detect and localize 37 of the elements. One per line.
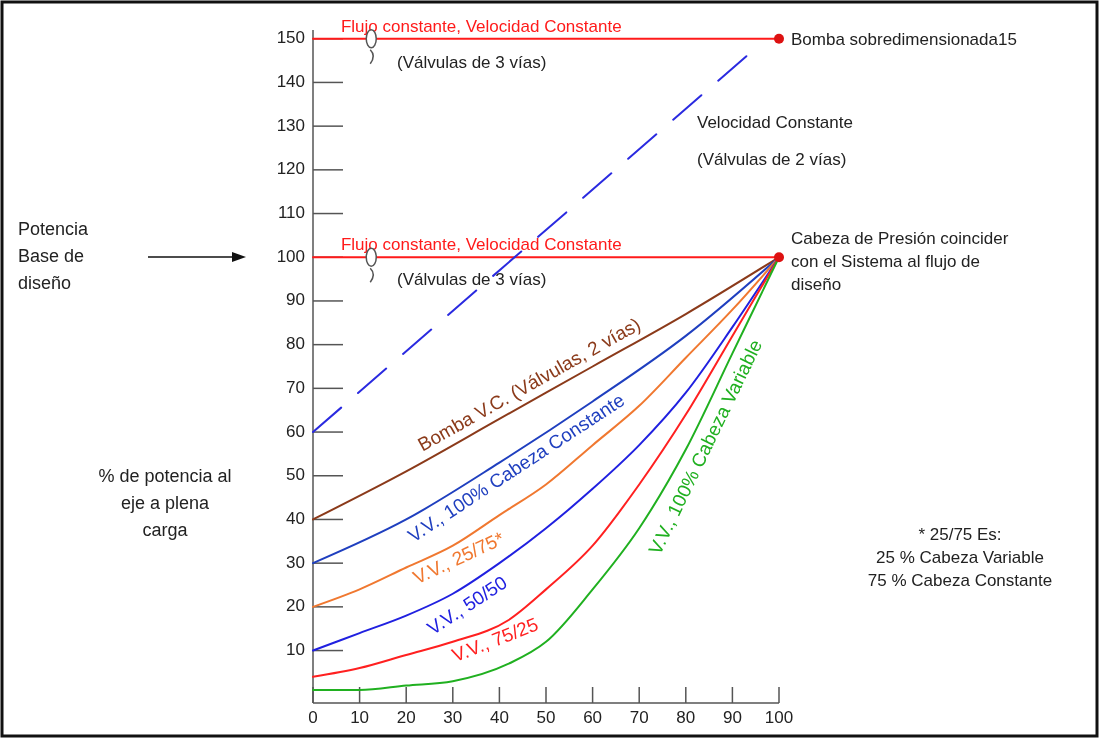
annotation: Cabeza de Presión coincider con el Sistema al flujo de diseño: [791, 229, 1009, 295]
series-label: Flujo constante, Velocidad Constante: [340, 235, 622, 255]
x-tick-label: 70: [629, 708, 649, 727]
x-tick-label: 60: [583, 708, 603, 727]
y-tick-label: 90: [286, 290, 305, 310]
text: Potencia Base de diseño: [18, 219, 90, 293]
y-tick-label: 120: [276, 159, 305, 179]
y-tick-label: 30: [286, 552, 305, 572]
y-tick-label: 80: [286, 334, 305, 354]
series-label: Flujo constante, Velocidad Constante: [340, 16, 622, 36]
y-tick-label: 20: [286, 596, 305, 616]
y-tick-label: 70: [286, 377, 305, 397]
annotation: Bomba sobredimensionada15: [791, 29, 1017, 49]
annotation: (Válvulas de 2 vías): [697, 150, 847, 169]
x-tick-label: 80: [676, 708, 696, 727]
y-tick-label: 140: [276, 71, 305, 91]
y-tick-label: 40: [286, 508, 305, 528]
y-tick-label: 60: [286, 421, 305, 441]
x-tick-label: 10: [350, 708, 370, 727]
x-tick-label: 90: [722, 708, 742, 727]
annotation: (Válvulas de 3 vías): [397, 270, 547, 289]
annotation: (Válvulas de 3 vías): [397, 53, 547, 72]
x-tick-label: 50: [536, 708, 556, 727]
y-tick-label: 150: [276, 28, 305, 48]
y-axis-title: % de potencia al eje a plena carga: [98, 466, 232, 540]
y-tick-label: 110: [277, 203, 305, 223]
y-tick-label: 100: [276, 246, 305, 266]
y-tick-label: 130: [276, 115, 305, 135]
series-label: Velocidad Constante: [697, 113, 853, 132]
y-tick-label: 50: [286, 465, 305, 485]
x-tick-label: 0: [308, 708, 318, 727]
text: * 25/75 Es: 25 % Cabeza Variable 75 % Cabeza Constante: [867, 525, 1053, 590]
x-tick-label: 20: [396, 708, 416, 727]
x-tick-label: 100: [764, 708, 794, 727]
x-tick-label: 30: [443, 708, 463, 727]
x-tick-label: 40: [489, 708, 509, 727]
y-tick-label: 10: [286, 640, 305, 660]
